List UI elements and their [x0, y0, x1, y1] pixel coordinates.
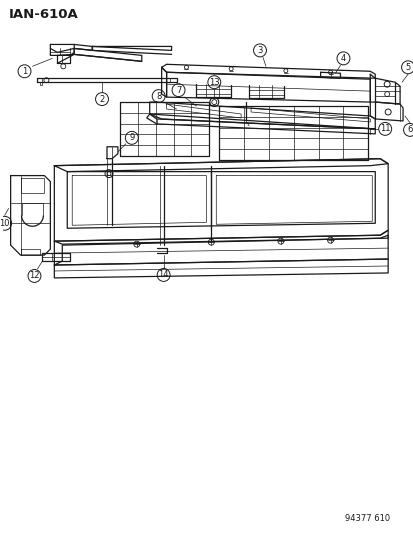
Text: 13: 13	[209, 78, 219, 87]
Text: 3: 3	[257, 46, 262, 55]
Text: 1: 1	[22, 67, 27, 76]
Text: 11: 11	[379, 124, 389, 133]
Text: 9: 9	[129, 133, 134, 142]
Text: 8: 8	[156, 92, 161, 101]
Text: 14: 14	[158, 270, 169, 279]
Text: 7: 7	[176, 86, 181, 95]
Text: 6: 6	[406, 125, 412, 134]
Text: 12: 12	[29, 271, 40, 280]
Text: 10: 10	[0, 219, 10, 228]
Text: IAN-610A: IAN-610A	[9, 7, 78, 21]
Text: 5: 5	[404, 63, 410, 72]
Text: 94377 610: 94377 610	[344, 514, 389, 523]
Text: 2: 2	[99, 94, 104, 103]
Text: 4: 4	[340, 54, 345, 63]
